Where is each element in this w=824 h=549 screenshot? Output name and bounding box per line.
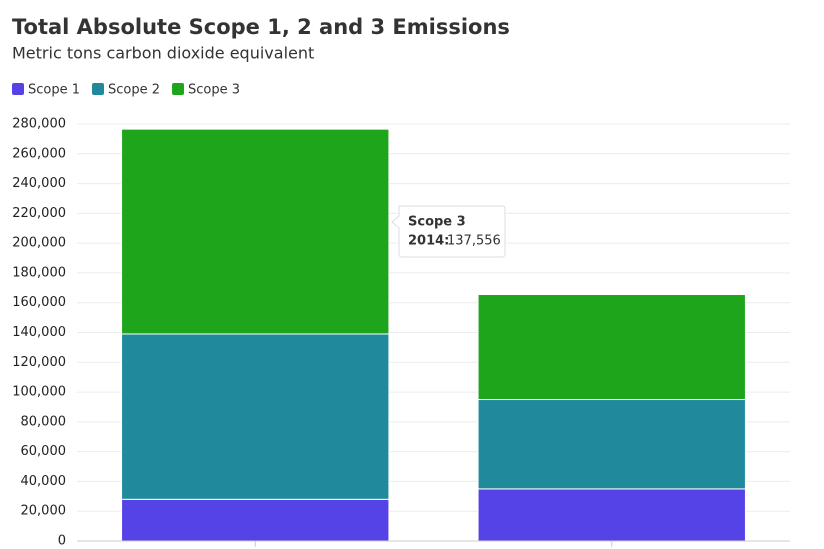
legend-swatch xyxy=(92,83,105,95)
tooltip-title: Scope 3 xyxy=(408,215,466,230)
legend: Scope 1 Scope 2 Scope 3 xyxy=(12,83,240,98)
bar-segment xyxy=(477,399,746,490)
y-tick-label: 260,000 xyxy=(12,146,66,161)
y-tick-label: 240,000 xyxy=(12,176,66,191)
tooltip-box xyxy=(391,205,506,258)
legend-swatch xyxy=(12,83,24,95)
bar-segment xyxy=(477,294,746,401)
chart-subtitle: Metric tons carbon dioxide equivalent xyxy=(12,44,314,63)
y-tick-label: 180,000 xyxy=(12,265,66,280)
plot-area: 0 20,000 40,000 60,000 80,000 100,000 120,000 1… xyxy=(12,117,790,549)
tooltip-label: 2014: xyxy=(408,234,449,249)
tooltip: Scope 3 2014: 137,556 xyxy=(391,205,506,258)
y-tick-label: 60,000 xyxy=(21,444,67,459)
y-tick-label: 220,000 xyxy=(12,206,66,221)
y-tick-label: 40,000 xyxy=(21,474,67,489)
y-tick-label: 280,000 xyxy=(12,117,66,132)
chart-title: Total Absolute Scope 1, 2 and 3 Emission… xyxy=(12,15,510,39)
y-tick-label: 20,000 xyxy=(21,504,67,519)
y-tick-label: 80,000 xyxy=(21,414,67,429)
y-tick-label: 0 xyxy=(58,534,66,549)
bar-segment xyxy=(477,488,746,542)
bar-segment xyxy=(121,128,390,335)
y-tick-label: 120,000 xyxy=(12,355,66,370)
y-tick-label: 100,000 xyxy=(12,385,66,400)
bar-segment xyxy=(121,498,390,542)
legend-label: Scope 1 xyxy=(28,83,80,98)
bar-segment xyxy=(121,333,390,500)
tooltip-value: 137,556 xyxy=(447,234,501,249)
y-tick-label: 140,000 xyxy=(12,325,66,340)
legend-label: Scope 3 xyxy=(188,83,240,98)
y-tick-label: 160,000 xyxy=(12,295,66,310)
y-tick-label: 200,000 xyxy=(12,236,66,251)
legend-swatch xyxy=(172,83,185,95)
legend-label: Scope 2 xyxy=(108,83,160,98)
